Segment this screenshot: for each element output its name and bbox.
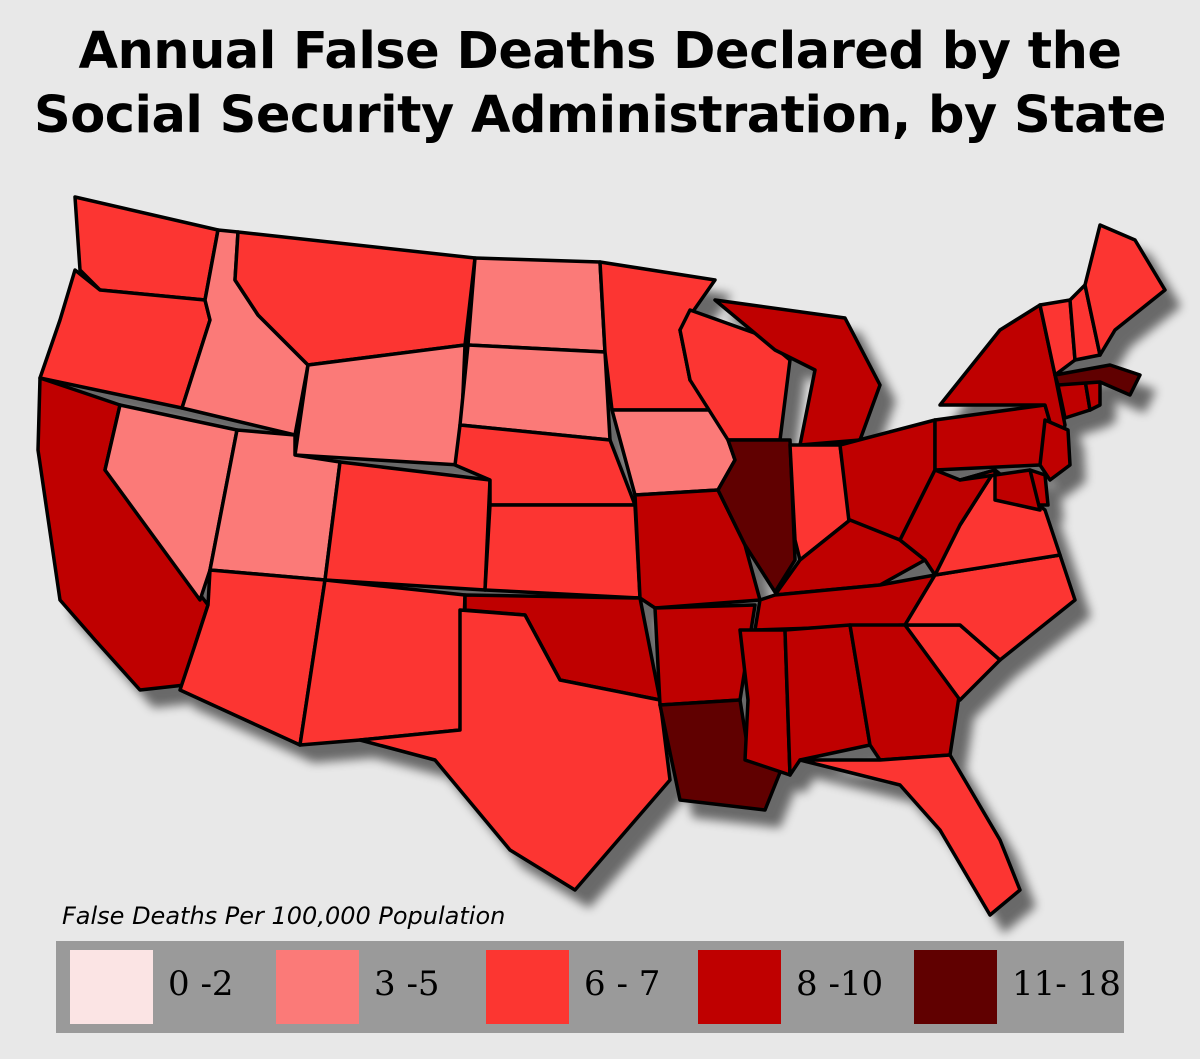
legend-label-11-18: 11- 18: [1012, 964, 1121, 1004]
map-title: Annual False Deaths Declared by the Soci…: [0, 20, 1200, 148]
legend-label-0-2: 0 -2: [168, 964, 234, 1004]
state-ar: [653, 603, 757, 707]
state-ma: [1053, 363, 1142, 397]
state-tx: [358, 608, 672, 892]
state-nd: [466, 256, 607, 354]
legend-label-8-10: 8 -10: [796, 964, 884, 1004]
state-nm: [298, 578, 467, 747]
state-co: [323, 460, 492, 592]
legend-label-3-5: 3 -5: [374, 964, 440, 1004]
legend-swatch-6-7: [486, 950, 569, 1024]
state-wa: [73, 195, 220, 302]
map-title-line-2: Social Security Administration, by State: [33, 86, 1167, 145]
state-wy: [293, 343, 467, 467]
state-nj: [1038, 418, 1072, 482]
state-fl: [798, 753, 1022, 917]
state-wv: [898, 468, 997, 577]
legend-swatch-11-18: [914, 950, 997, 1024]
legend-swatch-0-2: [70, 950, 153, 1024]
state-al: [783, 623, 872, 777]
legend-swatch-3-5: [276, 950, 359, 1024]
state-mi: [713, 298, 882, 447]
legend-swatch-8-10: [698, 950, 781, 1024]
legend-label-6-7: 6 - 7: [584, 964, 661, 1004]
map-title-line-1: Annual False Deaths Declared by the: [78, 22, 1122, 81]
state-md: [958, 468, 1042, 512]
legend: 0 -2 3 -5 6 - 7 8 -10 11- 18: [56, 941, 1124, 1033]
state-nv: [103, 403, 239, 602]
state-ms: [738, 628, 792, 777]
legend-title: False Deaths Per 100,000 Population: [62, 902, 506, 930]
state-ks: [483, 503, 642, 600]
state-me: [1083, 223, 1167, 357]
